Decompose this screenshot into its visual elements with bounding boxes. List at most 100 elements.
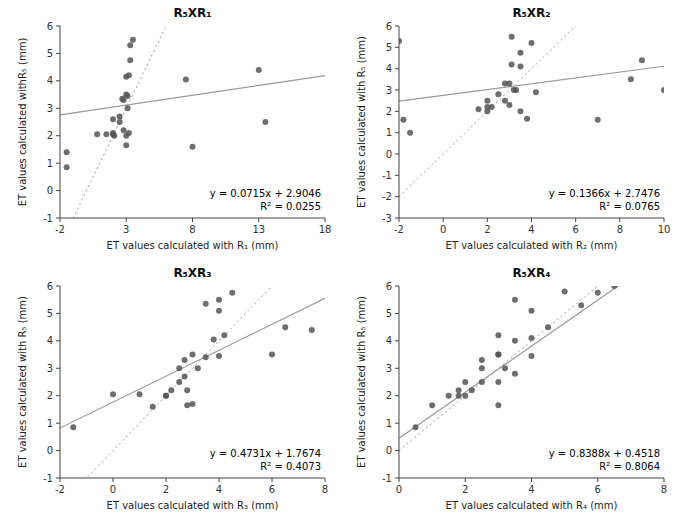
x-tick-label: -2 [394, 224, 404, 235]
point [512, 297, 518, 303]
x-tick [664, 218, 665, 222]
point [639, 57, 645, 63]
x-tick-label: 18 [319, 224, 332, 235]
point [190, 144, 196, 150]
x-tick-label: 4 [528, 224, 534, 235]
y-tick [395, 450, 399, 451]
y-tick-label: -1 [43, 213, 53, 224]
y-tick-label: 5 [386, 308, 392, 319]
x-axis-label: ET values calculated with R₂ (mm) [446, 240, 618, 251]
plot-area [60, 286, 325, 478]
annotation: y = 0.8388x + 0.4518 [549, 448, 660, 459]
point [407, 130, 413, 136]
point [502, 365, 508, 371]
point [216, 308, 222, 314]
x-axis-label: ET values calculated with R₄ (mm) [446, 500, 618, 511]
title: R₅XR₄ [512, 266, 550, 280]
point [309, 327, 315, 333]
y-tick-label: -1 [43, 473, 53, 484]
point [150, 404, 156, 410]
x-tick-label: 2 [163, 484, 169, 495]
regression-line [60, 298, 325, 428]
y-tick [395, 478, 399, 479]
y-axis-line [60, 286, 61, 478]
point [400, 117, 406, 123]
point [216, 297, 222, 303]
x-tick [219, 478, 220, 482]
point [529, 40, 535, 46]
y-tick-label: 1 [386, 127, 392, 138]
x-tick [399, 478, 400, 482]
title: R₅XR₃ [173, 266, 211, 280]
point [216, 353, 222, 359]
point [103, 131, 109, 137]
point [562, 288, 568, 294]
x-tick-label: 6 [269, 484, 275, 495]
x-tick [325, 218, 326, 222]
y-tick [395, 218, 399, 219]
y-tick-label: 0 [386, 445, 392, 456]
y-axis-label: ET values calculated with R₅ (mm) [356, 296, 367, 468]
annotation: R² = 0.4073 [260, 461, 321, 472]
point [611, 286, 617, 289]
x-tick-label: 8 [617, 224, 623, 235]
point [462, 379, 468, 385]
y-tick [395, 26, 399, 27]
point [184, 387, 190, 393]
point [462, 393, 468, 399]
y-tick-label: 3 [386, 85, 392, 96]
x-tick-label: 6 [572, 224, 578, 235]
annotation: R² = 0.8064 [599, 461, 660, 472]
point [628, 76, 634, 82]
figure: -2 3 8 13 18 -1 0 1 2 3 4 5 6 ET values calculated wi… [0, 0, 678, 520]
y-tick-label: 5 [386, 42, 392, 53]
point [184, 402, 190, 408]
x-tick-label: 0 [396, 484, 402, 495]
point [127, 42, 133, 48]
regression-line [399, 286, 664, 438]
point [203, 354, 209, 360]
point [117, 119, 123, 125]
x-tick-label: 6 [595, 484, 601, 495]
x-tick [60, 478, 61, 482]
annotation: R² = 0.0765 [599, 201, 660, 212]
y-tick [395, 313, 399, 314]
x-tick [487, 218, 488, 222]
point [495, 352, 501, 358]
y-tick [395, 196, 399, 197]
y-tick [56, 26, 60, 27]
x-axis-label: ET values calculated with R₃ (mm) [107, 500, 279, 511]
x-tick [113, 478, 114, 482]
y-tick [56, 135, 60, 136]
point [517, 50, 523, 56]
point [533, 89, 539, 95]
point [446, 393, 452, 399]
point [221, 332, 227, 338]
point [489, 104, 495, 110]
x-tick [465, 478, 466, 482]
point [117, 114, 123, 120]
x-tick-label: 3 [123, 224, 129, 235]
y-axis-label: ET values calculated with R₅ (mm) [17, 296, 28, 468]
y-tick-label: 2 [386, 390, 392, 401]
point [269, 352, 275, 358]
title: R₅XR₂ [512, 6, 550, 20]
reference-line [399, 286, 664, 451]
x-tick [325, 478, 326, 482]
point [282, 324, 288, 330]
x-tick-label: 13 [252, 224, 265, 235]
point [509, 61, 515, 67]
point [513, 87, 519, 93]
point [168, 387, 174, 393]
point [176, 365, 182, 371]
y-tick [56, 313, 60, 314]
point [123, 142, 129, 148]
annotation: y = 0.0715x + 2.9046 [210, 188, 321, 199]
x-tick [597, 478, 598, 482]
y-tick-label: -1 [382, 473, 392, 484]
y-tick [56, 478, 60, 479]
y-tick [56, 450, 60, 451]
y-tick [395, 68, 399, 69]
y-tick-label: 0 [47, 185, 53, 196]
y-axis-line [399, 286, 400, 478]
